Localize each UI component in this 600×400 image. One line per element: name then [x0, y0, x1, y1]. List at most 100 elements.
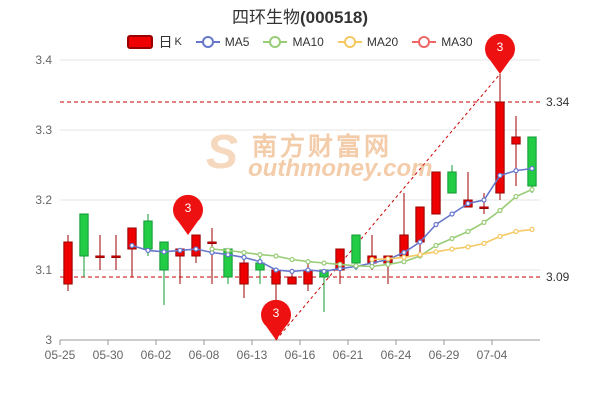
candles [63, 74, 537, 340]
ma-point-ma20 [529, 226, 535, 232]
ma-point-ma10 [337, 261, 343, 267]
legend-label-ma20: MA20 [366, 35, 399, 49]
ma-point-ma10 [273, 253, 279, 259]
ma-point-ma10 [529, 186, 535, 193]
ma-point-ma20 [417, 252, 423, 258]
marker-pin [173, 194, 204, 235]
ma-point-ma20 [449, 246, 455, 252]
ma-point-ma5 [337, 266, 343, 272]
ma-point-ma5 [433, 221, 439, 228]
candle-body [287, 276, 297, 285]
ma-point-ma20 [369, 256, 375, 263]
marker-pin [261, 299, 291, 340]
ma-point-ma5 [129, 242, 135, 249]
ma-point-ma20 [481, 240, 487, 246]
x-tick-label: 06-21 [333, 348, 364, 362]
ma-point-ma5 [305, 267, 311, 273]
ma-point-ma5 [449, 211, 455, 217]
ma-point-ma5 [513, 168, 519, 174]
ma-point-ma10 [481, 219, 487, 225]
x-tick-label: 07-04 [477, 348, 508, 362]
ma-point-ma10 [465, 228, 471, 235]
ma-point-ma5 [177, 247, 183, 253]
ma-line-ma5 [131, 167, 533, 273]
legend-label-ma10: MA10 [292, 35, 324, 49]
stock-name: 四环生物 [231, 8, 300, 27]
x-tick-label: 05-30 [93, 348, 124, 362]
x-tick-label: 06-02 [141, 348, 172, 362]
daily-k-swatch [127, 35, 154, 49]
ma-point-ma20 [433, 249, 439, 255]
candle-body [143, 220, 153, 250]
ma-point-ma10 [433, 242, 439, 249]
ma30-swatch [412, 36, 437, 48]
legend-item-ma10[interactable]: MA10 [263, 35, 324, 49]
candle-body [159, 241, 169, 271]
ma-point-ma5 [321, 268, 327, 274]
legend-label-daily-k: 日 [158, 34, 173, 50]
legend-label-daily-k-suffix: K [174, 36, 182, 48]
ma-point-ma10 [209, 246, 215, 252]
ma-point-ma5 [145, 247, 151, 253]
y-tick-label: 3.2 [35, 193, 52, 207]
moving-averages [129, 165, 535, 274]
ma-point-ma10 [401, 259, 407, 265]
x-tick-label: 05-25 [45, 348, 76, 362]
ma-point-ma10 [449, 235, 455, 242]
x-tick-label: 06-29 [429, 348, 460, 362]
x-tick-label: 06-08 [189, 348, 220, 362]
legend-item-ma5[interactable]: MA5 [195, 35, 250, 49]
candle-body [79, 213, 89, 257]
reference-label: 3.34 [546, 95, 570, 109]
ma-point-ma10 [225, 247, 231, 253]
marker-label: 3 [185, 201, 192, 215]
reference-lines: 3.34 3.09 [60, 95, 570, 284]
legend-label-ma30: MA30 [441, 35, 473, 49]
ma-point-ma10 [513, 193, 519, 200]
ma-point-ma5 [193, 246, 199, 252]
ma-point-ma5 [529, 165, 535, 172]
stock-code: (000518) [299, 8, 369, 27]
marker-label: 3 [497, 40, 504, 54]
x-axis: 05-25 05-30 06-02 06-08 06-13 06-16 06-21 06-24… [45, 340, 508, 362]
ma-point-ma5 [465, 200, 471, 207]
ma-point-ma5 [289, 268, 295, 274]
legend-item-ma30[interactable]: MA30 [412, 35, 473, 49]
legend-item-daily-k[interactable]: 日 K [127, 32, 182, 52]
ma-point-ma5 [481, 197, 487, 203]
ma-point-ma10 [257, 252, 263, 258]
ma-point-ma20 [385, 256, 391, 262]
ma-point-ma5 [257, 259, 263, 265]
marker-pin [485, 33, 515, 74]
x-tick-label: 06-13 [237, 348, 268, 362]
x-tick-label: 06-16 [285, 348, 316, 362]
candle-body [415, 206, 425, 243]
candle-body [351, 234, 361, 264]
candle-body [191, 234, 201, 257]
ma-point-ma20 [401, 254, 407, 260]
ma5-swatch [195, 36, 220, 48]
x-tick-label: 06-24 [381, 348, 412, 362]
ma-point-ma20 [465, 244, 471, 250]
ma-point-ma5 [241, 254, 247, 260]
legend: 日 K MA5 MA10 MA20 MA30 [0, 32, 600, 52]
ma-line-ma20 [371, 228, 533, 261]
marker-label: 3 [273, 306, 280, 320]
legend-item-ma20[interactable]: MA20 [337, 35, 399, 49]
chart-title: 四环生物(000518) [0, 3, 600, 28]
candle-body [527, 136, 537, 187]
ma-point-ma20 [497, 233, 503, 239]
candle-body [431, 171, 441, 215]
ma-point-ma10 [289, 256, 295, 263]
candle-body [111, 255, 121, 258]
ma-point-ma10 [385, 261, 391, 267]
ma20-swatch [337, 36, 362, 48]
legend-label-ma5: MA5 [224, 35, 250, 49]
y-axis: 3 3.1 3.2 3.3 3.4 [35, 53, 540, 347]
candle-body [95, 255, 105, 258]
ma-point-ma5 [401, 249, 407, 256]
candle-body [127, 227, 137, 250]
y-tick-label: 3.1 [35, 263, 52, 277]
